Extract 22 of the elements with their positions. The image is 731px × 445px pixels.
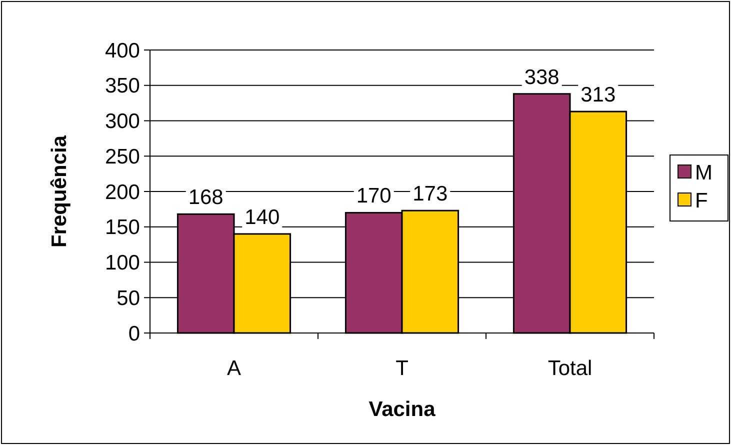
y-tick-label: 300 [104,110,140,134]
x-tick-label: A [226,357,242,380]
x-tick-label: T [396,357,409,380]
y-tick-label: 150 [104,216,140,240]
legend-label: M [695,161,712,184]
legend-label: F [695,189,708,212]
x-tick-label: Total [548,357,592,380]
data-label: 170 [356,184,392,208]
y-tick-label: 400 [104,39,140,62]
y-tick-label: 50 [116,286,140,310]
y-tick-label: 100 [104,252,140,275]
y-tick-label: 350 [104,74,140,98]
data-label: 168 [188,186,224,210]
x-axis-title: Vacina [368,398,436,421]
data-label: 338 [524,66,560,89]
data-label: 173 [412,182,448,206]
data-label: 313 [580,84,616,107]
y-tick-label: 200 [104,180,140,204]
data-label: 140 [244,206,280,229]
y-tick-label: 250 [104,145,140,168]
y-axis-title: Frequência [48,135,71,248]
y-tick-label: 0 [128,322,140,346]
